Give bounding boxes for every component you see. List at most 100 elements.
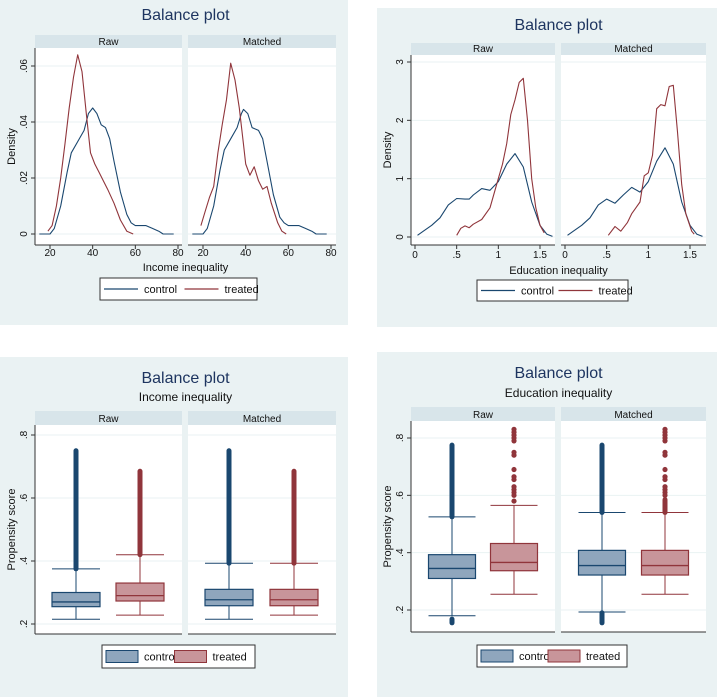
outlier-point bbox=[511, 474, 517, 480]
plot-area bbox=[411, 421, 555, 632]
facet-matched: Matched bbox=[561, 407, 706, 633]
chart-title: Balance plot bbox=[514, 365, 603, 382]
y-axis-label: Density bbox=[6, 128, 18, 165]
plot-area bbox=[411, 55, 555, 245]
facet-raw: Raw 0 .5 1 1.5 bbox=[411, 43, 555, 261]
x-axis-label: Education inequality bbox=[509, 265, 608, 277]
facet-raw: Raw 20 40 60 80 bbox=[35, 35, 184, 259]
box-treated bbox=[269, 468, 319, 616]
facet-strip bbox=[188, 411, 336, 425]
x-tick-label: 60 bbox=[130, 248, 142, 259]
legend-label-treated: treated bbox=[213, 652, 247, 664]
x-axis-label: Income inequality bbox=[143, 262, 229, 274]
facet-raw: Raw bbox=[411, 407, 555, 633]
x-tick-label: 80 bbox=[325, 248, 337, 259]
y-axis-label: Propensity score bbox=[6, 489, 18, 571]
density-line-treated bbox=[607, 84, 695, 236]
outlier-point bbox=[662, 474, 668, 480]
y-tick-label: .02 bbox=[19, 171, 30, 185]
facet-strip bbox=[188, 35, 336, 48]
facet-label: Matched bbox=[243, 37, 281, 48]
box-treated bbox=[115, 468, 165, 616]
outlier-point bbox=[662, 426, 668, 432]
box-iqr bbox=[489, 542, 539, 572]
y-tick-label: .6 bbox=[395, 491, 406, 500]
y-tick-label: .2 bbox=[19, 619, 30, 628]
chart-title: Balance plot bbox=[141, 7, 230, 24]
box-treated bbox=[489, 426, 539, 595]
facet-strip bbox=[411, 43, 555, 55]
outlier-point bbox=[511, 426, 517, 432]
outlier-point bbox=[662, 484, 668, 490]
legend-label-treated: treated bbox=[586, 651, 620, 663]
chart-title: Balance plot bbox=[514, 17, 603, 34]
x-tick-label: 1.5 bbox=[683, 250, 697, 261]
x-tick-label: 80 bbox=[172, 248, 184, 259]
facet-strip bbox=[35, 411, 182, 425]
facet-raw: Raw bbox=[35, 411, 182, 635]
x-tick-label: 0 bbox=[412, 250, 418, 261]
legend-swatch-treated bbox=[547, 649, 581, 663]
facet-matched: Matched 20 40 60 80 bbox=[188, 35, 337, 259]
legend-label-treated: treated bbox=[599, 286, 633, 298]
facet-strip bbox=[411, 407, 555, 421]
density-line-control bbox=[39, 107, 174, 235]
y-tick-label: .2 bbox=[395, 605, 406, 614]
facet-label: Matched bbox=[243, 414, 281, 425]
box-iqr bbox=[577, 549, 627, 576]
x-tick-label: 40 bbox=[240, 248, 252, 259]
y-tick-label: 0 bbox=[395, 234, 406, 240]
chart-panel-2: Balance plot Raw 0 .5 1 1.5 Matched 0 .5 1 1.5 0 1 2 3… bbox=[377, 8, 717, 327]
legend-swatch-control bbox=[105, 650, 139, 663]
box-control bbox=[577, 442, 627, 626]
x-tick-label: 1 bbox=[496, 250, 502, 261]
y-axis-label: Propensity score bbox=[382, 486, 394, 568]
box-iqr bbox=[51, 591, 101, 608]
chart-panel-1: Balance plot Raw 20 40 60 80 Matched 20 40 60 80 0.… bbox=[0, 0, 348, 325]
legend: control treated bbox=[101, 644, 256, 669]
legend-label-control: control bbox=[144, 652, 177, 664]
legend-box bbox=[476, 279, 629, 302]
facet-strip bbox=[35, 35, 182, 48]
y-tick-label: .06 bbox=[19, 59, 30, 73]
box-iqr bbox=[204, 588, 254, 607]
density-line-control bbox=[417, 153, 553, 237]
facet-label: Raw bbox=[473, 44, 494, 55]
y-tick-label: 1 bbox=[395, 175, 406, 181]
density-line-control bbox=[192, 108, 327, 235]
chart-panel-3: Balance plot Income inequality Raw Matched.… bbox=[0, 357, 348, 697]
y-tick-label: .8 bbox=[395, 433, 406, 442]
box-control bbox=[204, 448, 254, 620]
density-line-treated bbox=[47, 54, 134, 235]
y-tick-label: .4 bbox=[395, 548, 406, 557]
outlier-point bbox=[662, 466, 668, 473]
y-tick-label: .04 bbox=[19, 115, 30, 129]
legend: control treated bbox=[476, 644, 628, 668]
box-treated bbox=[640, 426, 690, 595]
facet-matched: Matched 0 .5 1 1.5 bbox=[561, 43, 706, 261]
density-line-control bbox=[567, 147, 703, 237]
legend-label-control: control bbox=[519, 651, 552, 663]
x-tick-label: 1.5 bbox=[533, 250, 547, 261]
chart-subtitle: Income inequality bbox=[139, 390, 232, 404]
plot-area bbox=[561, 55, 706, 245]
legend-swatch-treated bbox=[174, 650, 207, 663]
box-iqr bbox=[115, 582, 165, 602]
outlier-point bbox=[511, 449, 517, 455]
box-iqr bbox=[427, 554, 477, 580]
x-tick-label: .5 bbox=[602, 250, 611, 261]
outlier-point bbox=[511, 498, 517, 504]
box-control bbox=[427, 442, 477, 626]
x-tick-label: 40 bbox=[87, 248, 99, 259]
facet-label: Raw bbox=[473, 410, 494, 421]
x-tick-label: 1 bbox=[646, 250, 652, 261]
facet-label: Matched bbox=[614, 410, 652, 421]
facet-label: Raw bbox=[98, 414, 119, 425]
chart-panel-4: Balance plot Education inequality Raw Match… bbox=[377, 352, 717, 697]
box-iqr bbox=[640, 549, 690, 576]
outlier-point bbox=[511, 484, 517, 490]
plot-area bbox=[35, 48, 182, 245]
legend-box bbox=[99, 277, 258, 301]
chart-title: Balance plot bbox=[141, 370, 230, 387]
